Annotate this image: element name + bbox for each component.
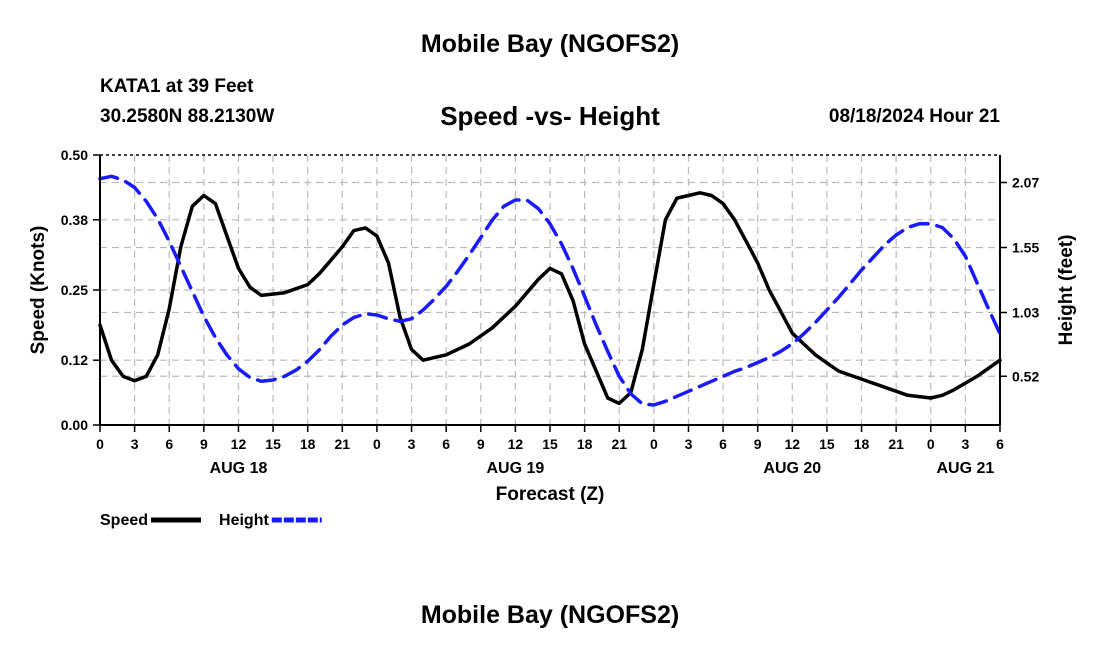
y2-tick-label: 1.03 (1012, 305, 1039, 321)
series-layer (98, 174, 1002, 407)
x-tick-label: 0 (96, 436, 104, 452)
chart-title: Speed -vs- Height (440, 101, 660, 131)
x-tick-label: 18 (854, 436, 870, 452)
x-tick-label: 9 (200, 436, 208, 452)
y2-tick-label: 2.07 (1012, 175, 1039, 191)
x-tick-label: 15 (542, 436, 558, 452)
x-axis-title: Forecast (Z) (496, 484, 605, 505)
x-tick-label: 12 (785, 436, 801, 452)
y2-axis-title: Height (feet) (1056, 235, 1077, 346)
y2-tick-label: 1.55 (1012, 240, 1039, 256)
date-label: AUG 18 (210, 460, 268, 477)
x-tick-label: 9 (754, 436, 762, 452)
x-tick-label: 15 (819, 436, 835, 452)
x-tick-label: 21 (888, 436, 904, 452)
x-tick-label: 18 (300, 436, 316, 452)
footer-title: Mobile Bay (NGOFS2) (420, 601, 680, 629)
x-tick-label: 6 (165, 436, 173, 452)
x-tick-label: 3 (685, 436, 693, 452)
x-tick-label: 18 (577, 436, 593, 452)
x-tick-label: 0 (373, 436, 381, 452)
y-tick-label: 0.00 (61, 417, 88, 433)
series-line-speed (98, 191, 1002, 406)
plot-frame (93, 154, 1007, 432)
x-tick-label: 12 (508, 436, 524, 452)
x-tick-label: 9 (477, 436, 485, 452)
y-tick-label: 0.50 (61, 147, 88, 163)
x-tick-label: 6 (996, 436, 1004, 452)
axis-labels: 0 3 6 9 12 15 18 21 0 3 6 9 12 15 18 21 0 3 6 9 12 15 18 21 0 3 6 0… (61, 147, 1040, 477)
legend-label-height: Height (219, 512, 269, 529)
x-tick-label: 6 (719, 436, 727, 452)
station-name: KATA1 at 39 Feet (100, 76, 254, 97)
y-tick-label: 0.12 (61, 352, 88, 368)
x-tick-label: 21 (611, 436, 627, 452)
x-tick-label: 3 (131, 436, 139, 452)
x-tick-label: 21 (335, 436, 351, 452)
x-tick-label: 12 (231, 436, 247, 452)
date-label: AUG 20 (763, 460, 821, 477)
y2-tick-label: 0.52 (1012, 368, 1039, 384)
y-tick-label: 0.38 (61, 212, 88, 228)
legend-label-speed: Speed (100, 512, 148, 529)
legend: Speed Height (100, 512, 322, 529)
x-tick-label: 3 (408, 436, 416, 452)
y-tick-label: 0.25 (61, 282, 88, 298)
page-title: Mobile Bay (NGOFS2) (420, 30, 680, 58)
date-label: AUG 21 (936, 460, 994, 477)
forecast-date: 08/18/2024 Hour 21 (828, 106, 1000, 127)
x-tick-label: 0 (650, 436, 658, 452)
x-tick-label: 3 (961, 436, 969, 452)
y-axis-title: Speed (Knots) (28, 226, 49, 355)
x-tick-label: 15 (265, 436, 281, 452)
x-tick-label: 0 (927, 436, 935, 452)
grid (100, 155, 1000, 425)
station-coordinates: 30.2580N 88.2130W (100, 106, 275, 127)
date-label: AUG 19 (486, 460, 544, 477)
series-line-height (98, 174, 1002, 407)
x-tick-label: 6 (442, 436, 450, 452)
